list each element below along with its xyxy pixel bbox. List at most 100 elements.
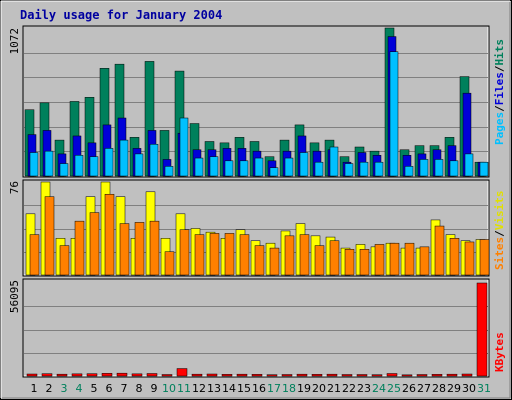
- bar-sites-day-12: [194, 234, 205, 276]
- legend-kbytes: KBytes: [493, 332, 506, 372]
- x-tick-label-day-23: 23: [357, 382, 371, 395]
- bar-kbytes-day-18: [281, 374, 293, 377]
- bar-sites-day-18: [284, 235, 295, 276]
- bar-kbytes-day-10: [161, 374, 173, 377]
- bar-sites-day-24: [374, 244, 385, 276]
- bar-pages-day-11: [179, 117, 189, 177]
- bar-sites-day-17: [269, 247, 280, 276]
- x-tick-label-day-2: 2: [46, 382, 53, 395]
- x-tick-label-day-19: 19: [297, 382, 311, 395]
- x-tick-label-day-9: 9: [151, 382, 158, 395]
- x-tick-label-day-14: 14: [222, 382, 236, 395]
- bar-kbytes-day-21: [326, 373, 338, 377]
- bar-sites-day-10: [164, 251, 175, 276]
- bar-kbytes-day-12: [191, 373, 203, 377]
- bar-pages-day-1: [29, 152, 39, 177]
- bar-kbytes-day-3: [56, 373, 68, 377]
- bar-kbytes-day-7: [116, 372, 128, 377]
- x-tick-label-day-24: 24: [372, 382, 386, 395]
- x-tick-label-day-5: 5: [91, 382, 98, 395]
- bar-sites-day-13: [209, 233, 220, 276]
- x-tick-label-day-4: 4: [76, 382, 83, 395]
- x-tick-label-day-21: 21: [327, 382, 341, 395]
- bar-kbytes-day-13: [206, 373, 218, 377]
- bar-sites-day-27: [419, 246, 430, 276]
- bar-kbytes-day-26: [401, 374, 413, 377]
- bar-sites-day-20: [314, 245, 325, 276]
- legend-visits: Visits: [493, 191, 506, 231]
- bar-pages-day-28: [434, 159, 444, 177]
- x-tick-label-day-13: 13: [207, 382, 221, 395]
- bar-sites-day-6: [104, 193, 115, 276]
- bar-pages-day-14: [224, 160, 234, 177]
- bar-pages-day-15: [239, 160, 249, 177]
- legend-kbytes-label: KBytes: [493, 332, 506, 372]
- bar-kbytes-day-29: [446, 373, 458, 377]
- bar-kbytes-day-19: [296, 373, 308, 377]
- x-tick-label-day-6: 6: [106, 382, 113, 395]
- x-tick-label-day-31: 31: [477, 382, 491, 395]
- bar-sites-day-15: [239, 234, 250, 276]
- bar-kbytes-day-27: [416, 374, 428, 377]
- x-tick-label-day-22: 22: [342, 382, 356, 395]
- bar-pages-day-5: [89, 156, 99, 177]
- bar-pages-day-27: [419, 159, 429, 177]
- bar-pages-day-16: [254, 157, 264, 177]
- bar-kbytes-day-22: [341, 374, 353, 377]
- x-tick-label-day-11: 11: [177, 382, 191, 395]
- bar-kbytes-day-17: [266, 374, 278, 377]
- legend-pages: Pages: [493, 112, 506, 145]
- bar-sites-day-14: [224, 233, 235, 276]
- ymax-label-kbytes: 56095: [8, 280, 21, 313]
- bar-kbytes-day-23: [356, 374, 368, 377]
- bar-kbytes-day-6: [101, 373, 113, 377]
- bar-kbytes-day-14: [221, 374, 233, 377]
- bar-sites-day-11: [179, 229, 190, 276]
- legend-hits: Hits: [493, 39, 506, 66]
- bar-kbytes-day-5: [86, 373, 98, 377]
- bar-pages-day-17: [269, 167, 279, 177]
- bar-sites-day-3: [59, 245, 70, 276]
- x-tick-label-day-17: 17: [267, 382, 281, 395]
- bar-kbytes-day-31: [476, 282, 488, 377]
- bar-pages-day-10: [164, 166, 174, 177]
- bar-pages-day-31: [479, 161, 489, 177]
- bar-pages-day-20: [314, 161, 324, 177]
- x-tick-label-day-27: 27: [417, 382, 431, 395]
- x-tick-label-day-1: 1: [31, 382, 38, 395]
- bar-pages-day-6: [104, 148, 114, 177]
- x-tick-label-day-30: 30: [462, 382, 476, 395]
- bar-pages-day-30: [464, 153, 474, 177]
- x-tick-label-day-26: 26: [402, 382, 416, 395]
- bar-pages-day-4: [74, 155, 84, 177]
- bar-kbytes-day-1: [26, 373, 38, 377]
- x-tick-label-day-18: 18: [282, 382, 296, 395]
- bar-pages-day-26: [404, 166, 414, 177]
- x-tick-label-day-16: 16: [252, 382, 266, 395]
- legend-sep-1: /: [493, 105, 506, 112]
- bar-pages-day-29: [449, 160, 459, 177]
- x-axis-labels: 1 2 3 4 5 6 7 8 9 10 11 12 13 14 15 16 17 18 19 20 21 22 23 24 2…: [31, 382, 492, 395]
- x-tick-label-day-3: 3: [61, 382, 68, 395]
- bar-kbytes-day-16: [251, 374, 263, 377]
- legend-hits-files-pages: Pages/Files/Hits: [493, 39, 506, 145]
- bar-sites-day-4: [74, 220, 85, 276]
- bar-kbytes-day-9: [146, 373, 158, 377]
- ymax-label-hits: 1072: [8, 28, 21, 55]
- bar-kbytes-day-15: [236, 373, 248, 377]
- bar-sites-day-31: [479, 239, 490, 276]
- panel-kbytes: [22, 278, 490, 378]
- ymax-label-visits: 76: [8, 181, 21, 194]
- bar-kbytes-day-25: [386, 373, 398, 377]
- bar-sites-day-7: [119, 223, 130, 276]
- bar-kbytes-day-2: [41, 373, 53, 377]
- bar-kbytes-day-4: [71, 373, 83, 377]
- x-tick-label-day-15: 15: [237, 382, 251, 395]
- bar-sites-day-16: [254, 245, 265, 276]
- bar-sites-day-30: [464, 241, 475, 276]
- bar-pages-day-25: [389, 51, 399, 177]
- legend-sep-2: /: [493, 65, 506, 72]
- chart-title: Daily usage for January 2004: [20, 8, 222, 22]
- bar-kbytes-day-28: [431, 374, 443, 377]
